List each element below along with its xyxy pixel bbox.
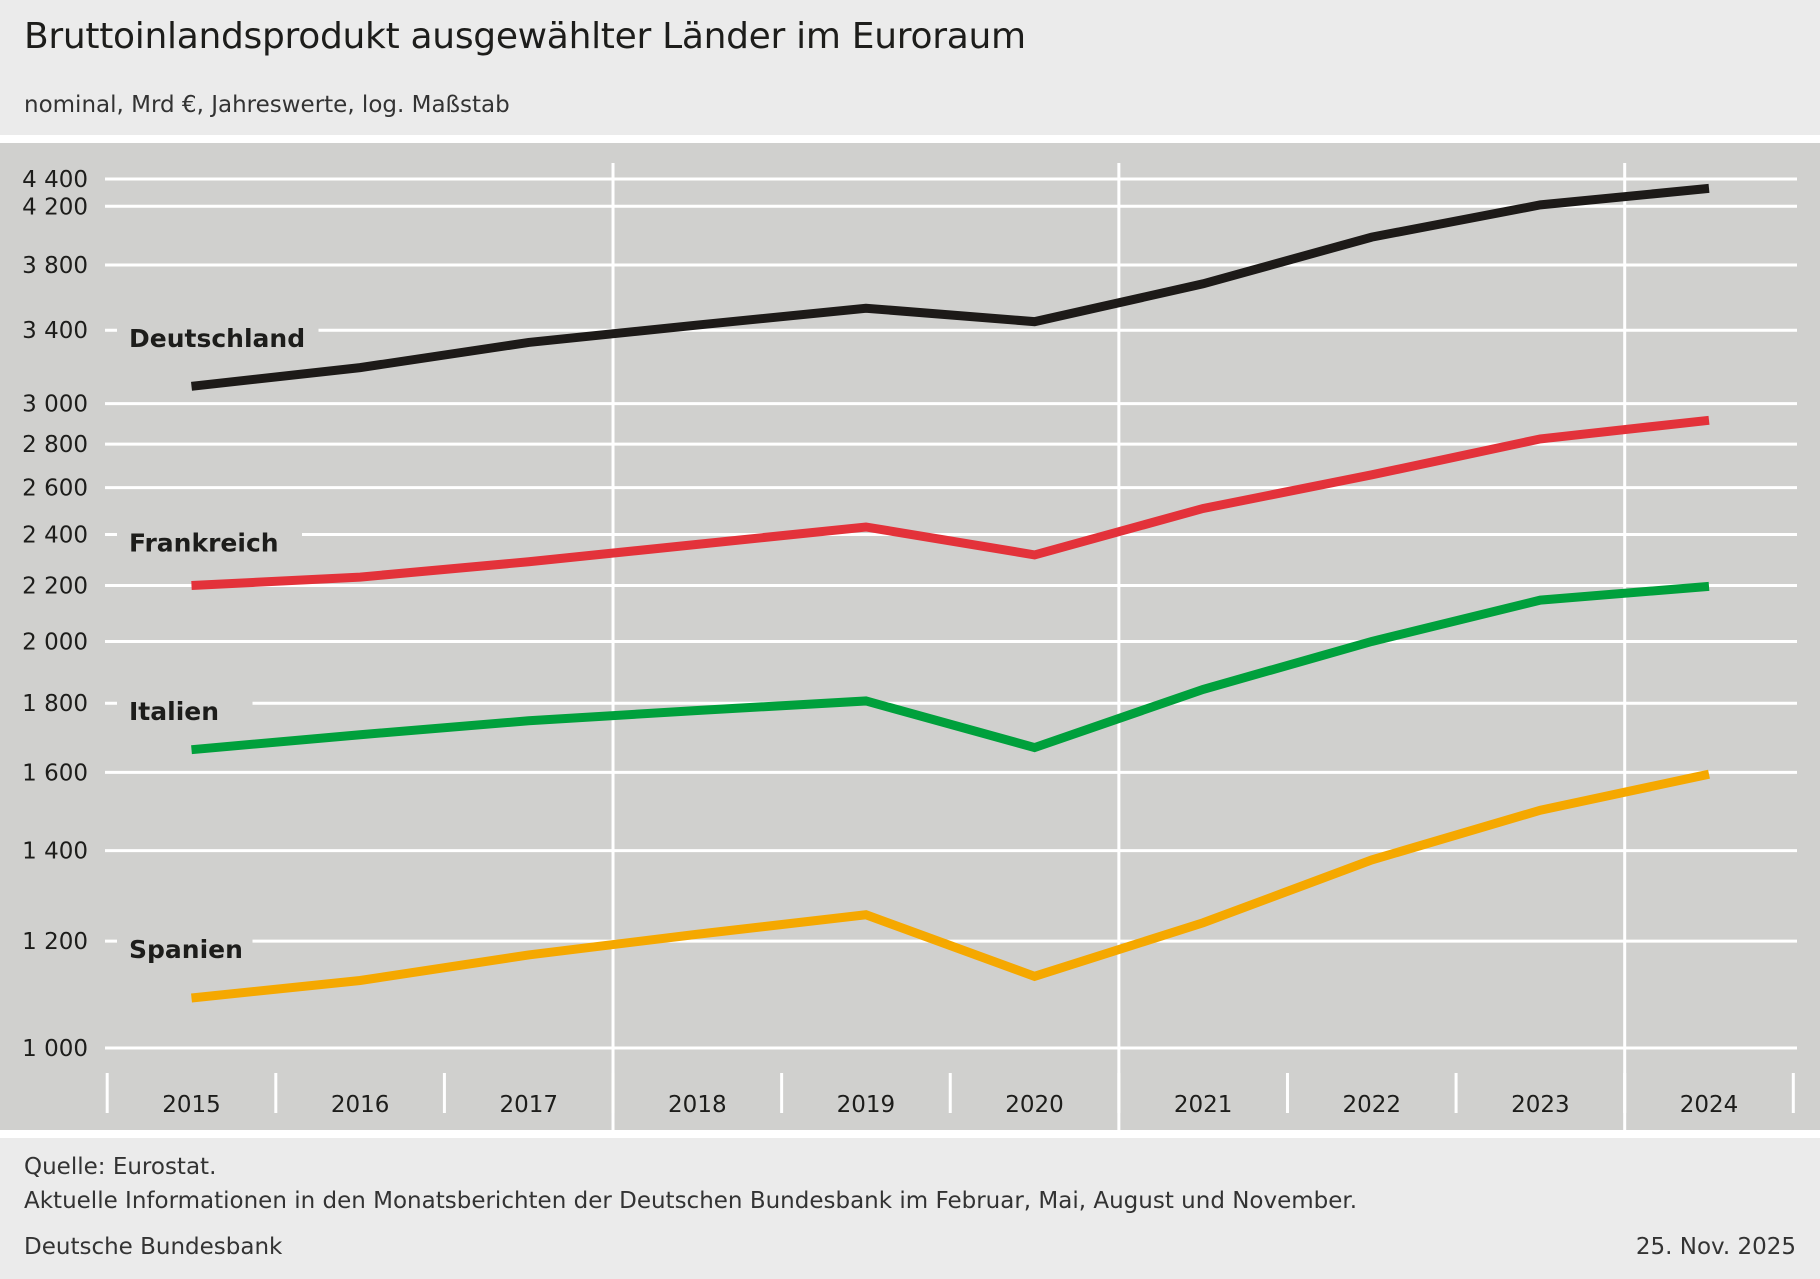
series-label: Deutschland <box>129 324 305 353</box>
series-label: Frankreich <box>129 529 279 558</box>
series-line-italien <box>191 581 1710 755</box>
publication-date: 25. Nov. 2025 <box>1635 1234 1796 1260</box>
y-tick-label: 1 600 <box>22 760 88 786</box>
x-tick-label: 2020 <box>1005 1092 1064 1118</box>
x-tick-label: 2015 <box>162 1092 221 1118</box>
info-note: Aktuelle Informationen in den Monatsberi… <box>24 1188 1358 1214</box>
series-label: Italien <box>129 697 219 726</box>
x-tick-label: 2022 <box>1343 1092 1402 1118</box>
y-tick-label: 3 400 <box>22 318 88 344</box>
series-label-bg <box>117 518 302 553</box>
x-tick-label: 2018 <box>668 1092 727 1118</box>
y-tick-label: 3 800 <box>22 253 88 279</box>
y-tick-label: 2 800 <box>22 432 88 458</box>
x-tick-label: 2016 <box>331 1092 390 1118</box>
series-line-frankreich <box>191 415 1710 591</box>
x-tick-label: 2024 <box>1680 1092 1739 1118</box>
series-label-bg <box>117 925 253 960</box>
series-label: Spanien <box>129 935 243 964</box>
series-label-bg <box>117 687 253 722</box>
y-tick-label: 1 400 <box>22 839 88 865</box>
chart-subtitle: nominal, Mrd €, Jahreswerte, log. Maßsta… <box>24 92 510 118</box>
divider <box>0 1130 1820 1138</box>
y-tick-label: 4 400 <box>22 167 88 193</box>
y-tick-label: 2 200 <box>22 574 88 600</box>
y-tick-label: 2 400 <box>22 523 88 549</box>
y-tick-label: 3 000 <box>22 392 88 418</box>
y-tick-label: 4 200 <box>22 194 88 220</box>
x-tick-label: 2023 <box>1511 1092 1570 1118</box>
y-tick-label: 1 800 <box>22 691 88 717</box>
series-label-bg <box>117 314 319 349</box>
y-tick-label: 1 000 <box>22 1036 88 1062</box>
chart-title: Bruttoinlandsprodukt ausgewählter Länder… <box>24 16 1026 57</box>
y-tick-label: 2 000 <box>22 629 88 655</box>
y-tick-label: 2 600 <box>22 476 88 502</box>
source-note: Quelle: Eurostat. <box>24 1154 217 1180</box>
series-line-deutschland <box>191 183 1710 391</box>
series-line-spanien <box>191 769 1710 1003</box>
y-tick-label: 1 200 <box>22 929 88 955</box>
x-tick-label: 2017 <box>499 1092 558 1118</box>
publisher: Deutsche Bundesbank <box>24 1234 283 1260</box>
divider <box>0 135 1820 143</box>
x-tick-label: 2019 <box>837 1092 896 1118</box>
x-tick-label: 2021 <box>1174 1092 1233 1118</box>
